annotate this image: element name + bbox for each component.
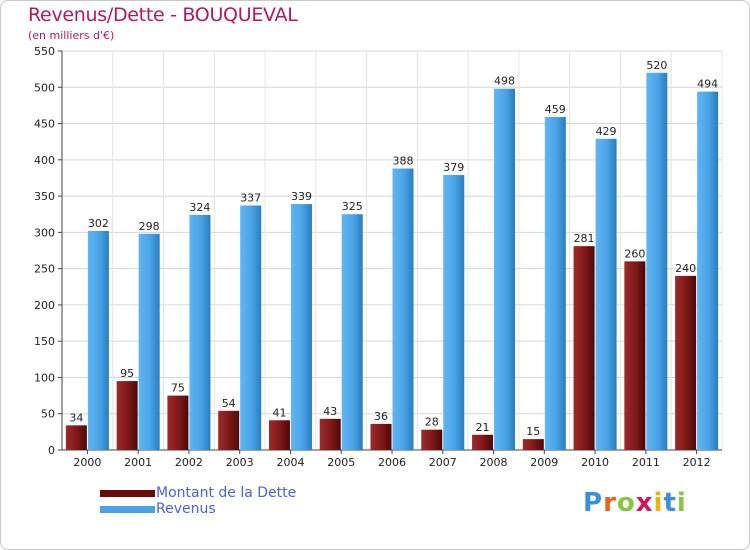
label-dette: 95 xyxy=(120,367,134,380)
bar-dette xyxy=(624,261,646,450)
label-dette: 260 xyxy=(624,247,645,260)
label-revenus: 388 xyxy=(393,155,414,168)
label-revenus: 298 xyxy=(139,220,160,233)
label-revenus: 520 xyxy=(646,59,667,72)
chart-title: Revenus/Dette - BOUQUEVAL xyxy=(28,4,298,26)
bar-dette xyxy=(573,246,595,450)
label-dette: 36 xyxy=(374,410,388,423)
label-revenus: 498 xyxy=(494,75,515,88)
chart-subtitle: (en milliers d'€) xyxy=(28,29,115,42)
bar-revenus xyxy=(544,117,566,451)
legend-swatch-dette xyxy=(100,490,155,497)
x-tick-label: 2004 xyxy=(276,456,304,469)
label-dette: 28 xyxy=(425,416,439,429)
y-tick-label: 500 xyxy=(34,81,55,94)
y-tick-label: 450 xyxy=(34,118,55,131)
bar-revenus xyxy=(240,205,262,450)
logo-letter: o xyxy=(616,488,636,518)
x-tick-label: 2002 xyxy=(175,456,203,469)
bar-revenus xyxy=(290,204,312,450)
bar-dette xyxy=(522,439,544,450)
bar-dette xyxy=(65,425,87,450)
x-tick-label: 2009 xyxy=(530,456,558,469)
y-tick-label: 200 xyxy=(34,299,55,312)
bar-revenus xyxy=(697,91,719,450)
label-dette: 281 xyxy=(574,232,595,245)
logo-letter: r xyxy=(603,488,617,518)
label-dette: 34 xyxy=(69,411,83,424)
x-tick-label: 2011 xyxy=(632,456,660,469)
logo-letter: i xyxy=(653,488,664,518)
label-revenus: 339 xyxy=(291,190,312,203)
bar-revenus xyxy=(595,138,617,450)
label-revenus: 302 xyxy=(88,217,109,230)
bar-revenus xyxy=(646,72,668,450)
x-tick-label: 2006 xyxy=(378,456,406,469)
bar-dette xyxy=(268,420,290,450)
label-revenus: 337 xyxy=(240,192,261,205)
x-tick-label: 2001 xyxy=(124,456,152,469)
x-tick-label: 2008 xyxy=(480,456,508,469)
y-tick-label: 300 xyxy=(34,226,55,239)
bar-dette xyxy=(675,275,697,450)
label-revenus: 494 xyxy=(697,78,718,91)
logo-letter: x xyxy=(635,488,654,518)
bar-dette xyxy=(218,410,240,450)
label-dette: 240 xyxy=(675,262,696,275)
bar-dette xyxy=(472,434,494,450)
x-tick-label: 2012 xyxy=(683,456,711,469)
data-labels: 34 302 95 298 75 324 54 337 41 339 43 325 36 388 28 379… xyxy=(69,59,718,438)
y-tick-label: 150 xyxy=(34,335,55,348)
grid-lines xyxy=(61,50,723,451)
label-dette: 75 xyxy=(171,382,185,395)
y-tick-label: 400 xyxy=(34,154,55,167)
label-revenus: 459 xyxy=(545,103,566,116)
y-tick-label: 350 xyxy=(34,190,55,203)
bar-revenus xyxy=(189,214,211,450)
label-dette: 21 xyxy=(476,421,490,434)
bars xyxy=(65,72,719,451)
bar-dette xyxy=(421,429,443,450)
x-tick-label: 2000 xyxy=(73,456,101,469)
bar-revenus xyxy=(341,214,363,450)
proxiti-logo: Proxiti xyxy=(583,488,687,518)
label-revenus: 325 xyxy=(342,200,363,213)
label-dette: 15 xyxy=(526,425,540,438)
logo-letter: i xyxy=(676,488,687,518)
bar-dette xyxy=(116,381,138,450)
legend-swatch-revenus xyxy=(100,506,155,513)
bar-revenus xyxy=(494,88,516,450)
logo-letter: P xyxy=(583,488,604,518)
bar-dette xyxy=(319,418,341,450)
bar-revenus xyxy=(392,168,414,451)
label-revenus: 429 xyxy=(596,125,617,138)
logo-letter: t xyxy=(663,488,677,518)
x-tick-label: 2003 xyxy=(226,456,254,469)
bar-revenus xyxy=(138,233,160,450)
y-tick-label: 550 xyxy=(34,45,55,58)
legend-label-revenus: Revenus xyxy=(156,501,216,517)
label-dette: 41 xyxy=(272,406,286,419)
label-revenus: 324 xyxy=(189,201,210,214)
bar-revenus xyxy=(443,175,465,450)
y-tick-label: 50 xyxy=(41,408,55,421)
bar-revenus xyxy=(87,230,109,450)
x-tick-label: 2010 xyxy=(581,456,609,469)
label-dette: 43 xyxy=(323,405,337,418)
legend-label-dette: Montant de la Dette xyxy=(156,485,297,501)
y-tick-label: 250 xyxy=(34,263,55,276)
x-tick-label: 2005 xyxy=(327,456,355,469)
y-tick-label: 100 xyxy=(34,371,55,384)
bar-dette xyxy=(370,423,392,450)
axes: 0 50 100 150 200 250 300 350 400 450 500 550 2000 200… xyxy=(34,45,722,469)
x-tick-label: 2007 xyxy=(429,456,457,469)
y-tick-label: 0 xyxy=(48,444,55,457)
bar-dette xyxy=(167,395,189,450)
label-revenus: 379 xyxy=(443,161,464,174)
label-dette: 54 xyxy=(222,397,236,410)
